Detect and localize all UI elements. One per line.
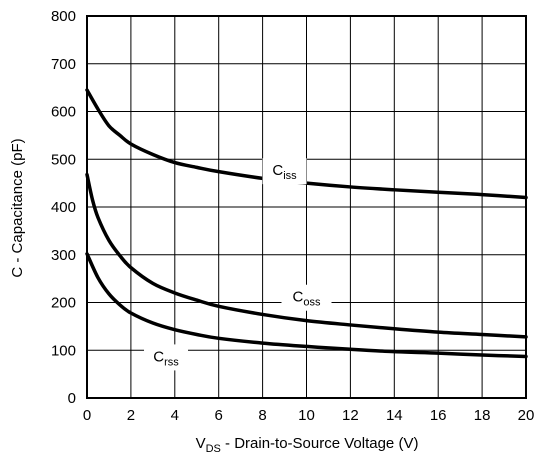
curves xyxy=(85,88,528,359)
series-label-bg xyxy=(262,158,307,185)
x-tick-label: 2 xyxy=(127,407,135,424)
y-tick-label: 200 xyxy=(51,295,76,312)
series-label-bg xyxy=(281,284,332,311)
y-tick-label: 100 xyxy=(51,342,76,359)
series-line-ciss xyxy=(85,88,528,200)
y-tick-label: 700 xyxy=(51,56,76,73)
y-tick-labels: 0 100 200 300 400 500 600 700 800 xyxy=(51,8,76,407)
y-tick-label: 400 xyxy=(51,199,76,216)
x-tick-label: 4 xyxy=(171,407,179,424)
series-label-coss: Coss xyxy=(281,284,332,311)
y-tick-label: 600 xyxy=(51,104,76,121)
x-tick-label: 20 xyxy=(518,407,535,424)
series-label-crss: Crss xyxy=(144,344,189,371)
series-label-bg xyxy=(144,344,189,371)
x-tick-labels: 0 2 4 6 8 10 12 14 16 18 20 xyxy=(83,407,535,424)
x-axis-title-sub: DS xyxy=(206,443,221,455)
series-label-text: Ciss xyxy=(272,162,297,182)
series-label-text: Coss xyxy=(293,289,321,309)
y-tick-label: 800 xyxy=(51,8,76,25)
grid xyxy=(86,15,527,399)
plot-frame xyxy=(86,15,527,399)
x-tick-label: 10 xyxy=(298,407,315,424)
x-tick-label: 14 xyxy=(386,407,403,424)
x-axis-title-main: V xyxy=(196,435,206,452)
x-tick-label: 12 xyxy=(342,407,359,424)
x-axis-title-rest: - Drain-to-Source Voltage (V) xyxy=(221,435,419,452)
series-line-crss xyxy=(85,252,528,359)
y-axis-title: C - Capacitance (pF) xyxy=(9,138,26,277)
series-label-ciss: Ciss xyxy=(262,158,307,185)
series-line-coss xyxy=(85,172,528,339)
series-labels: Ciss Coss Crss xyxy=(144,158,332,371)
y-tick-label: 0 xyxy=(68,390,76,407)
x-tick-label: 8 xyxy=(258,407,266,424)
x-axis-title: VDS - Drain-to-Source Voltage (V) xyxy=(196,435,419,455)
x-tick-label: 18 xyxy=(474,407,491,424)
x-tick-label: 16 xyxy=(430,407,447,424)
y-tick-label: 500 xyxy=(51,151,76,168)
series-label-text: Crss xyxy=(153,348,179,368)
x-tick-label: 0 xyxy=(83,407,91,424)
x-tick-label: 6 xyxy=(215,407,223,424)
y-tick-label: 300 xyxy=(51,247,76,264)
